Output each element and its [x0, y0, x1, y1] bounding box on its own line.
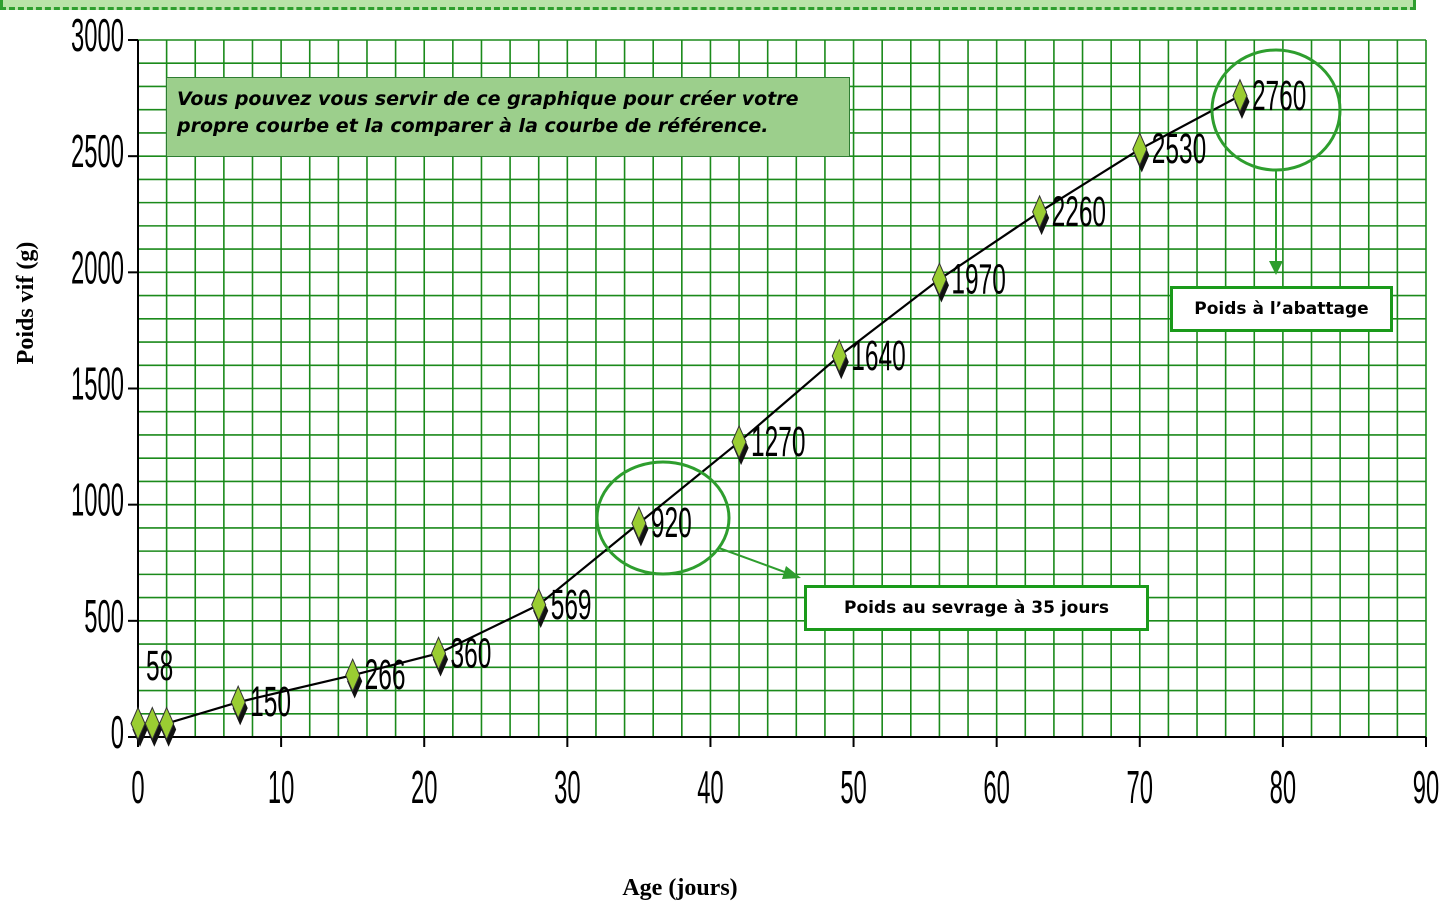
data-point	[1032, 194, 1048, 230]
data-label: 920	[651, 500, 692, 547]
note-text: Vous pouvez vous servir de ce graphique …	[177, 88, 799, 137]
data-point	[931, 262, 947, 297]
data-label: 1640	[851, 333, 905, 380]
data-point	[831, 338, 847, 374]
data-point	[631, 506, 647, 541]
data-label: 58	[146, 643, 173, 690]
y-tick-label: 1000	[71, 474, 124, 525]
top-border	[0, 0, 1416, 10]
data-label: 2260	[1052, 189, 1106, 236]
data-label: 150	[250, 679, 291, 726]
data-label: 1270	[751, 419, 805, 466]
y-tick-label: 1500	[71, 358, 124, 409]
x-tick-label: 70	[1127, 762, 1153, 813]
data-label: 1970	[951, 257, 1005, 304]
data-point	[144, 706, 160, 741]
y-tick-label: 2500	[71, 126, 124, 177]
y-tick-label: 500	[84, 590, 124, 641]
weaning-arrow-line	[718, 547, 791, 575]
weaning-highlight-ellipse	[595, 460, 731, 576]
x-tick-label: 80	[1270, 762, 1296, 813]
data-label: 569	[551, 582, 592, 629]
y-tick-label: 3000	[71, 10, 124, 61]
x-tick-label: 30	[554, 762, 580, 813]
data-point	[1132, 131, 1148, 167]
data-label: 360	[451, 631, 492, 678]
x-tick-label: 10	[268, 762, 294, 813]
y-axis-title: Poids vif (g)	[13, 242, 39, 365]
data-point	[345, 657, 361, 693]
slaughter-callout: Poids à l’abattage	[1170, 286, 1393, 332]
data-label: 266	[365, 652, 406, 699]
x-tick-label: 50	[840, 762, 866, 813]
slaughter-arrow-head	[1269, 261, 1283, 275]
data-point	[159, 706, 175, 741]
x-axis-title: Age (jours)	[622, 875, 737, 901]
x-tick-label: 20	[411, 762, 437, 813]
x-tick-label: 60	[983, 762, 1009, 813]
data-point	[1232, 78, 1248, 114]
data-label: 2530	[1152, 126, 1206, 173]
data-point	[230, 684, 246, 720]
data-point	[731, 424, 747, 460]
series-line	[138, 94, 1241, 725]
data-label: 2760	[1252, 73, 1306, 120]
data-point	[130, 706, 146, 741]
x-tick-label: 40	[697, 762, 723, 813]
y-tick-label: 0	[111, 707, 124, 758]
slaughter-callout-label: Poids à l’abattage	[1194, 299, 1369, 319]
y-tick-label: 2000	[71, 242, 124, 293]
data-point	[531, 587, 547, 623]
weaning-callout-label: Poids au sevrage à 35 jours	[844, 598, 1109, 618]
weaning-callout: Poids au sevrage à 35 jours	[804, 585, 1149, 631]
data-point	[430, 636, 447, 671]
note-box: Vous pouvez vous servir de ce graphique …	[166, 77, 850, 157]
x-tick-label: 90	[1413, 762, 1439, 813]
weaning-arrow-head	[782, 566, 801, 579]
x-tick-label: 0	[131, 762, 144, 813]
